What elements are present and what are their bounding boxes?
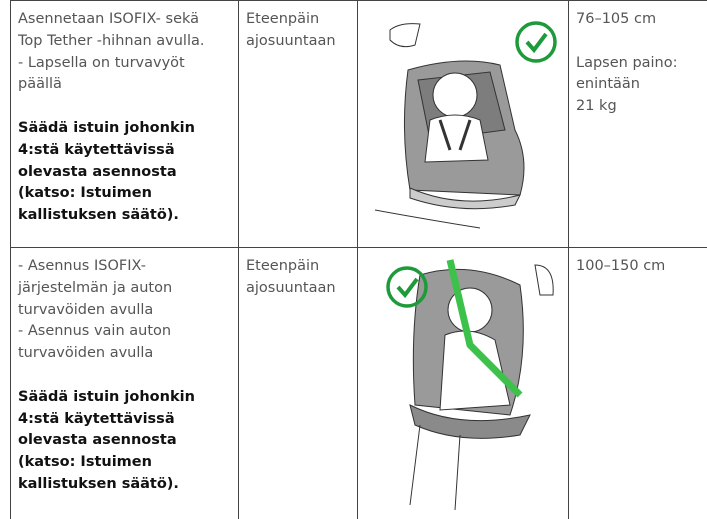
note-line: Säädä istuin johonkin	[18, 119, 195, 136]
weight-line: 21 kg	[576, 98, 617, 115]
installation-line: järjestelmän ja auton	[18, 279, 173, 296]
size-cell: 76–105 cm Lapsen paino: enintään 21 kg	[576, 9, 704, 118]
row-border	[10, 0, 707, 1]
direction-cell: Eteenpäin ajosuuntaan	[246, 256, 354, 300]
installation-line: - Lapsella on turvavyöt	[18, 54, 185, 71]
direction-cell: Eteenpäin ajosuuntaan	[246, 9, 354, 53]
note-line: 4:stä käytettävissä	[18, 410, 175, 427]
car-seat-illustration	[374, 21, 557, 229]
direction-line: Eteenpäin	[246, 11, 320, 27]
note-line: (katso: Istuimen	[18, 454, 152, 471]
column-border	[238, 0, 239, 519]
spacer	[18, 96, 233, 118]
booster-seat-illustration	[386, 259, 554, 511]
installation-line: päällä	[18, 76, 62, 93]
weight-line: enintään	[576, 76, 640, 93]
note-line: olevasta asennosta	[18, 432, 177, 449]
height: 76–105 cm	[576, 11, 657, 27]
size-cell: 100–150 cm	[576, 256, 704, 278]
installation-line: - Asennus ISOFIX-	[18, 258, 146, 274]
row-border	[10, 247, 707, 248]
column-border	[357, 0, 358, 519]
spacer	[18, 365, 233, 387]
column-border	[568, 0, 569, 519]
note-line: kallistuksen säätö).	[18, 207, 179, 224]
direction-line: Eteenpäin	[246, 258, 320, 274]
note-line: (katso: Istuimen	[18, 185, 152, 202]
installation-line: turvavöiden avulla	[18, 345, 154, 362]
direction-line: ajosuuntaan	[246, 279, 336, 296]
column-border	[10, 0, 11, 519]
installation-cell: - Asennus ISOFIX-järjestelmän ja auton tu…	[18, 256, 233, 496]
note-line: kallistuksen säätö).	[18, 475, 179, 492]
installation-line: Asennetaan ISOFIX- sekä	[18, 11, 200, 27]
direction-line: ajosuuntaan	[246, 32, 336, 49]
weight-line: Lapsen paino:	[576, 54, 678, 71]
note-line: 4:stä käytettävissä	[18, 141, 175, 158]
height: 100–150 cm	[576, 258, 666, 274]
installation-line: turvavöiden avulla	[18, 301, 154, 318]
installation-line: Top Tether -hihnan avulla.	[18, 32, 205, 49]
installation-cell: Asennetaan ISOFIX- sekä Top Tether -hihna…	[18, 9, 233, 227]
installation-line: - Asennus vain auton	[18, 323, 172, 340]
spacer	[576, 31, 704, 53]
note-line: olevasta asennosta	[18, 163, 177, 180]
note-line: Säädä istuin johonkin	[18, 388, 195, 405]
